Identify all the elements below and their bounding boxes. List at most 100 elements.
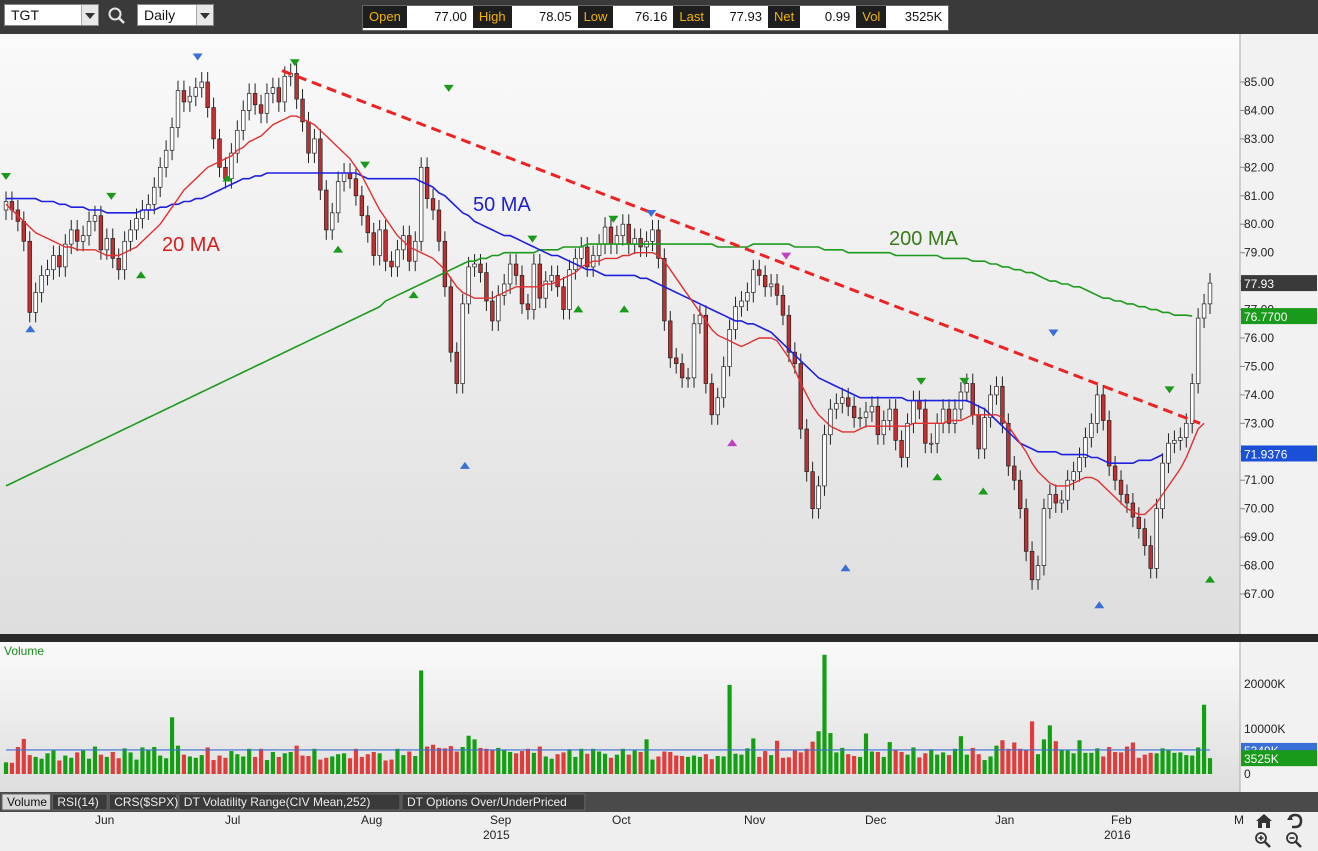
candle-body bbox=[128, 229, 133, 242]
volume-bar bbox=[359, 756, 364, 774]
volume-bar bbox=[407, 751, 412, 774]
candle-body bbox=[1184, 422, 1189, 438]
volume-bar bbox=[733, 753, 738, 774]
indicator-tab[interactable] bbox=[51, 793, 108, 811]
volume-bar bbox=[1029, 721, 1035, 774]
volume-bar bbox=[122, 748, 127, 774]
pivot-marker bbox=[289, 59, 300, 67]
symbol-combo[interactable]: TGT bbox=[4, 4, 99, 26]
candle-body bbox=[543, 280, 548, 299]
volume-bar bbox=[1142, 754, 1147, 774]
volume-bar bbox=[668, 751, 673, 774]
candle-body bbox=[1018, 479, 1023, 510]
month-label: Feb bbox=[1111, 813, 1132, 827]
volume-bar bbox=[39, 758, 44, 774]
undo-icon[interactable] bbox=[1287, 813, 1303, 829]
price-panel[interactable] bbox=[0, 34, 1240, 634]
candle-body bbox=[1160, 462, 1165, 510]
stock-chart[interactable]: Volume 85.00 84.00 83.00 82.00 81.00 80.00 79.… bbox=[0, 34, 1318, 851]
volume-bar bbox=[306, 756, 311, 774]
volume-bar bbox=[1006, 748, 1011, 774]
candle-body bbox=[217, 138, 222, 168]
volume-bar bbox=[1065, 750, 1070, 774]
date-axis bbox=[0, 812, 1318, 851]
volume-bar bbox=[780, 757, 786, 774]
volume-bar bbox=[341, 753, 347, 774]
volume-bar bbox=[223, 757, 228, 774]
volume-bar bbox=[614, 754, 619, 774]
symbol-dropdown-arrow-icon[interactable] bbox=[81, 5, 98, 25]
candle-body bbox=[57, 255, 62, 268]
candle-body bbox=[905, 422, 910, 458]
interval-combo[interactable]: Daily bbox=[137, 4, 214, 26]
pivot-marker bbox=[1, 173, 11, 181]
volume-bar bbox=[549, 758, 554, 774]
candle-body bbox=[1029, 550, 1035, 581]
candle-body bbox=[436, 209, 442, 242]
pivot-marker bbox=[135, 271, 146, 279]
volume-bar bbox=[436, 747, 442, 774]
volume-bar bbox=[656, 756, 661, 774]
candle-body bbox=[51, 255, 56, 271]
volume-bar bbox=[1207, 758, 1213, 774]
zoom-out-icon[interactable] bbox=[1286, 832, 1302, 848]
volume-bar bbox=[1196, 747, 1201, 774]
volume-bar bbox=[905, 754, 910, 774]
volume-bar bbox=[330, 756, 335, 774]
volume-bar bbox=[253, 756, 258, 774]
volume-bar bbox=[1172, 752, 1177, 774]
volume-bar bbox=[454, 751, 459, 774]
quote-value: 0.99 bbox=[800, 6, 857, 28]
candle-body bbox=[899, 440, 904, 458]
candle-body bbox=[893, 408, 898, 441]
pivot-marker bbox=[978, 487, 989, 495]
candle-body bbox=[840, 397, 845, 404]
panel-divider[interactable] bbox=[0, 634, 1318, 642]
volume-bar bbox=[128, 752, 133, 774]
volume-bar bbox=[318, 759, 323, 774]
volume-bar bbox=[377, 753, 382, 774]
indicator-tab[interactable] bbox=[178, 793, 401, 811]
volume-bar bbox=[804, 748, 809, 774]
candle-body bbox=[347, 172, 353, 180]
year-label: 2015 bbox=[483, 828, 510, 842]
candle-body bbox=[229, 152, 234, 180]
volume-bar bbox=[519, 751, 525, 774]
price-tick-label: 71.00 bbox=[1244, 473, 1274, 487]
volume-tick-label: 20000K bbox=[1244, 677, 1285, 691]
home-icon[interactable] bbox=[1256, 814, 1272, 828]
candle-body bbox=[929, 442, 934, 445]
volume-bar bbox=[1071, 753, 1076, 774]
ma50-value-tag: 71.9376 bbox=[1244, 447, 1288, 461]
quote-value: 76.16 bbox=[613, 6, 674, 28]
candle-body bbox=[608, 226, 614, 245]
zoom-in-icon[interactable] bbox=[1255, 832, 1271, 848]
price-tick-label: 68.00 bbox=[1244, 559, 1274, 573]
indicator-tab[interactable] bbox=[108, 793, 178, 811]
candle-body bbox=[454, 351, 459, 384]
price-tick-label: 73.00 bbox=[1244, 416, 1274, 430]
candle-body bbox=[579, 246, 584, 259]
volume-bar bbox=[140, 747, 145, 774]
price-axis-panel[interactable] bbox=[1240, 34, 1318, 634]
candle-body bbox=[377, 229, 382, 256]
candle-body bbox=[721, 366, 726, 399]
quote-label: High bbox=[472, 6, 512, 28]
interval-dropdown-arrow-icon[interactable] bbox=[196, 5, 213, 25]
indicator-tab[interactable] bbox=[401, 793, 586, 811]
quote-net: Net 0.99 bbox=[768, 6, 857, 28]
price-tick-label: 82.00 bbox=[1244, 160, 1274, 174]
candle-body bbox=[252, 93, 258, 106]
candle-body bbox=[679, 363, 685, 379]
volume-bar bbox=[98, 754, 103, 774]
pivot-marker bbox=[459, 461, 470, 469]
volume-bar bbox=[442, 748, 447, 774]
indicator-tab-label: DT Options Over/UnderPriced bbox=[407, 795, 567, 809]
volume-bar bbox=[525, 748, 531, 774]
candle-body bbox=[430, 198, 436, 211]
candle-body bbox=[1106, 420, 1112, 467]
indicator-tab[interactable] bbox=[1, 793, 51, 811]
candle-body bbox=[27, 240, 32, 313]
search-icon[interactable] bbox=[106, 5, 128, 27]
volume-bar bbox=[745, 748, 750, 774]
